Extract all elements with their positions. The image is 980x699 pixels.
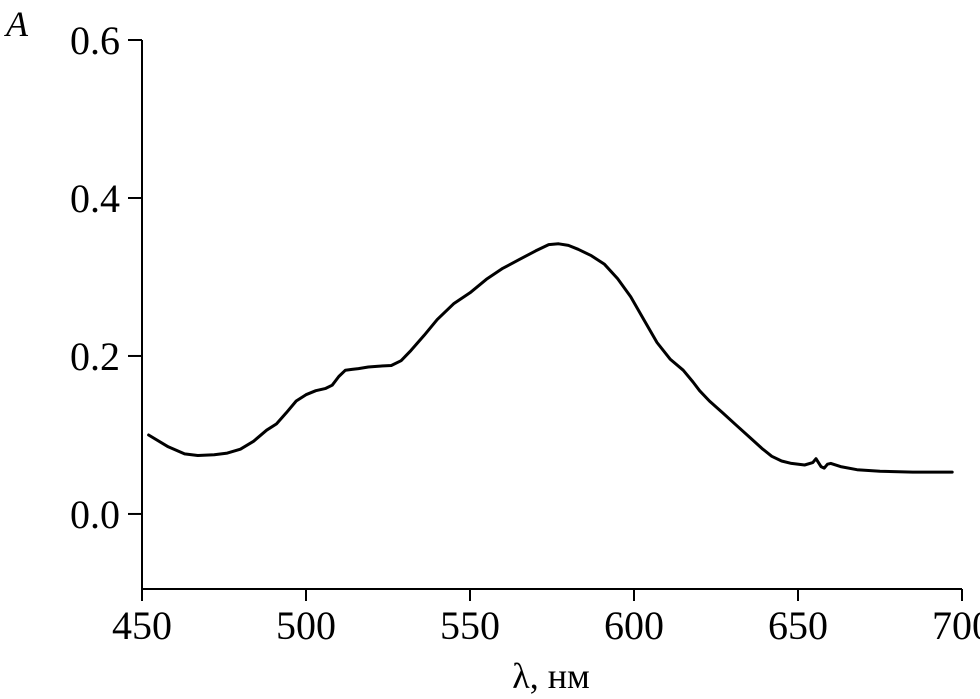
y-tick-label: 0.0: [70, 492, 120, 537]
x-tick-label: 550: [440, 603, 500, 648]
y-tick-label: 0.4: [70, 176, 120, 221]
x-tick-label: 500: [276, 603, 336, 648]
x-tick-label: 700: [932, 603, 980, 648]
y-axis-title: A: [4, 4, 29, 44]
y-tick-label: 0.6: [70, 18, 120, 63]
axes: [141, 40, 962, 590]
x-tick-label: 600: [604, 603, 664, 648]
x-tick-label: 650: [768, 603, 828, 648]
x-axis-title: λ, нм: [512, 656, 590, 696]
y-ticks: 0.0 0.2 0.4 0.6: [70, 18, 142, 537]
y-tick-label: 0.2: [70, 334, 120, 379]
x-tick-label: 450: [112, 603, 172, 648]
spectrum-line: [147, 242, 954, 474]
series-group: [147, 242, 954, 474]
x-ticks: 450 500 550 600 650 700: [112, 589, 980, 648]
